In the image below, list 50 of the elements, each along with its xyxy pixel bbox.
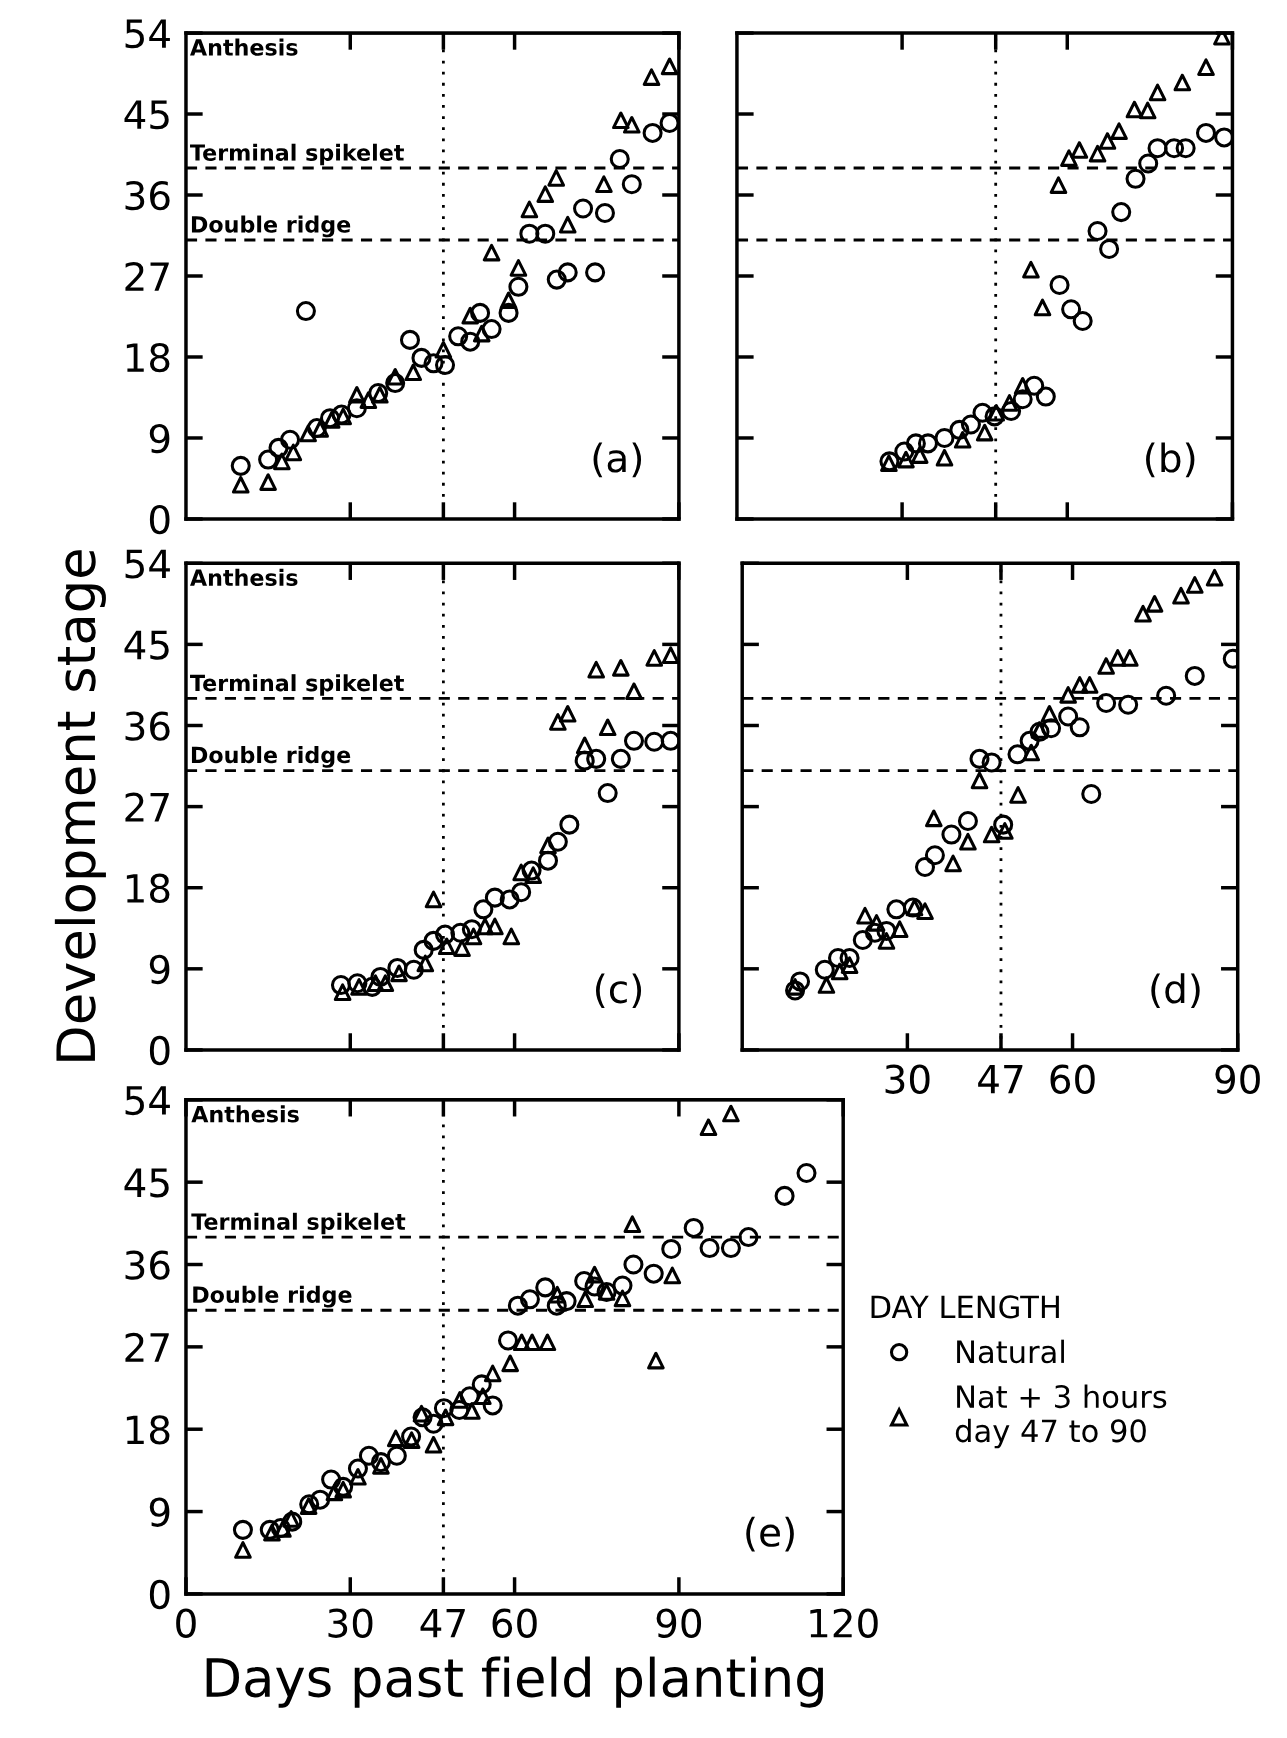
y-tick-label: 45 [124,1168,169,1198]
ref-line-label: Double ridge [191,215,351,238]
y-axis-title: Development stage [54,550,106,1061]
y-tick-label: 27 [125,1332,169,1362]
x-tick-label: 90 [656,1608,702,1638]
y-tick-label: 0 [149,504,170,535]
y-tick-label: 54 [125,1086,170,1116]
y-tick-label: 9 [149,423,170,454]
y-tick-label: 18 [126,873,170,904]
x-tick-label: 60 [1050,1064,1095,1094]
ref-line-label: Terminal spikelet [190,674,404,696]
annotation: (d) [1151,973,1200,1009]
y-tick-label: 36 [125,711,170,741]
x-tick-label: 60 [492,1608,537,1638]
y-tick-label: 27 [125,261,169,291]
y-tick-label: 0 [149,1035,170,1066]
ref-line-label: Anthesis [190,38,298,56]
x-tick-label: 47 [978,1065,1023,1094]
x-tick-label: 90 [1215,1064,1260,1094]
ref-line-label: Terminal spikelet [191,1212,406,1235]
y-tick-label: 0 [149,1579,170,1610]
legend-label: Nat + 3 hours day 47 to 90 [955,1384,1167,1449]
y-tick-label: 45 [124,630,169,660]
ref-line-label: Terminal spikelet [190,143,404,166]
y-tick-label: 36 [125,180,170,211]
annotation: (b) [1146,442,1195,478]
x-tick-label: 30 [328,1608,373,1638]
y-tick-label: 36 [125,1250,170,1280]
y-tick-label: 9 [149,954,170,985]
ref-line-label: Double ridge [191,746,351,768]
annotation: (e) [746,1516,794,1552]
legend-label: Natural [957,1339,1064,1364]
y-tick-label: 45 [124,100,169,130]
x-tick-label: 30 [885,1064,930,1094]
y-tick-label: 18 [126,342,170,373]
y-tick-label: 54 [125,549,170,579]
ref-line-label: Anthesis [191,1105,299,1123]
y-tick-label: 18 [126,1415,170,1445]
x-axis-title: Days past field planting [206,1656,823,1708]
annotation: (a) [593,442,642,478]
x-tick-label: 47 [420,1609,465,1638]
legend-title: DAY LENGTH [871,1295,1059,1319]
y-tick-label: 9 [149,1497,170,1527]
ref-line-label: Anthesis [190,568,298,587]
y-tick-label: 27 [125,792,169,822]
y-tick-label: 54 [125,19,170,49]
ref-line-label: Double ridge [193,1285,352,1308]
x-tick-label: 120 [810,1608,878,1638]
x-tick-label: 0 [176,1608,196,1638]
annotation: (c) [596,973,642,1009]
